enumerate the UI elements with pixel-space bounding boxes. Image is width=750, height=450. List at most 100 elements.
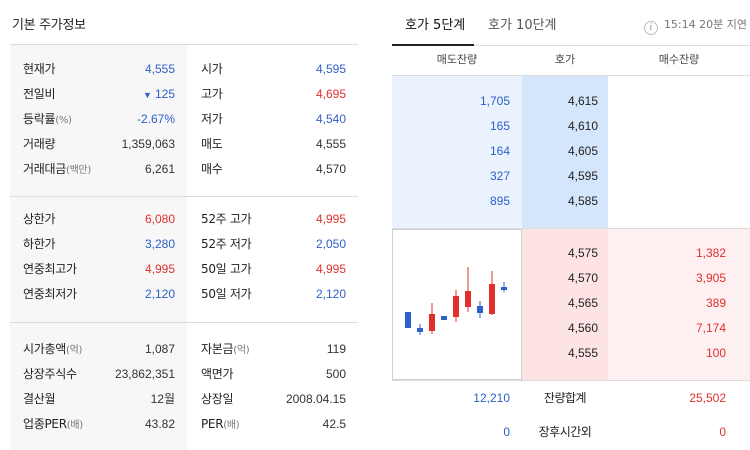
bid-price[interactable]: 4,560: [567, 321, 598, 335]
info-row: PER(배) 42.5: [187, 412, 358, 437]
ask-price[interactable]: 4,585: [567, 194, 598, 208]
info-value: 1,087: [144, 342, 175, 356]
range-col-right: 52주 고가 4,995 52주 저가 2,050 50일 고가 4,995 50일 저가 2…: [187, 197, 358, 322]
ask-price[interactable]: 4,615: [567, 94, 598, 108]
info-label: 거래량: [23, 137, 56, 151]
info-row: 결산월 12월: [10, 387, 187, 412]
info-icon[interactable]: i: [643, 21, 658, 35]
info-value: 1,359,063: [121, 137, 175, 151]
ask-price[interactable]: 4,605: [567, 144, 598, 158]
info-label: 저가: [201, 112, 223, 126]
basic-stock-info-panel: 기본 주가정보 현재가 4,555 전일비 ▼ 125 등락률(%) -2.67% 거래량 1,…: [0, 0, 358, 450]
info-label: 액면가: [201, 367, 234, 381]
info-label: 매도: [201, 137, 223, 151]
info-value: 4,555: [144, 62, 175, 76]
company-col-right: 자본금(억) 119 액면가 500 상장일 2008.04.15 PER(배) 42.5: [187, 323, 358, 450]
price-section: 현재가 4,555 전일비 ▼ 125 등락률(%) -2.67% 거래량 1,359,063 거…: [10, 44, 358, 196]
bid-price[interactable]: 4,565: [567, 296, 598, 310]
candle: [429, 314, 435, 331]
info-row: 액면가 500: [187, 362, 358, 387]
info-row: 연중최고가 4,995: [10, 257, 187, 282]
info-label: 등락률(%): [23, 112, 72, 126]
candle: [489, 284, 495, 314]
info-row: 52주 고가 4,995: [187, 207, 358, 232]
info-label: 50일 고가: [201, 262, 252, 276]
header-price: 호가: [554, 53, 576, 66]
info-value: 2,120: [315, 287, 346, 301]
info-value: 4,995: [315, 262, 346, 276]
candle: [501, 287, 507, 290]
bid-price-area: [522, 228, 608, 380]
info-row: 상한가 6,080: [10, 207, 187, 232]
info-value: 500: [325, 367, 346, 381]
unit-label: (%): [55, 115, 72, 126]
after-hours-bid-qty: 0: [719, 425, 726, 439]
unit-label: (배): [66, 420, 83, 431]
info-label: 업종PER(배): [23, 417, 83, 431]
info-row: 연중최저가 2,120: [10, 282, 187, 307]
header-ask-qty: 매도잔량: [436, 53, 478, 66]
candle: [441, 316, 447, 320]
info-value: 119: [326, 342, 346, 356]
header-bid-qty: 매수잔량: [658, 53, 700, 66]
info-value: 4,995: [315, 212, 346, 226]
info-label: 고가: [201, 87, 223, 101]
info-label: 상한가: [23, 212, 56, 226]
ask-qty: 327: [489, 169, 510, 183]
info-label: 52주 고가: [201, 212, 252, 226]
info-value: 12월: [150, 392, 175, 406]
bid-qty-area: [608, 228, 750, 380]
info-label: 50일 저가: [201, 287, 252, 301]
info-value: 4,570: [315, 162, 346, 176]
info-label: 상장주식수: [23, 367, 77, 381]
range-col-left: 상한가 6,080 하한가 3,280 연중최고가 4,995 연중최저가 2,120: [10, 197, 187, 322]
info-label: 연중최고가: [23, 262, 77, 276]
info-value: 23,862,351: [114, 367, 175, 381]
tab-10-level[interactable]: 호가 10단계: [488, 18, 557, 33]
range-section: 상한가 6,080 하한가 3,280 연중최고가 4,995 연중최저가 2,120 52주…: [10, 196, 358, 322]
info-label: 시가총액(억): [23, 342, 83, 356]
ask-price-area: [522, 76, 608, 228]
down-arrow-icon: ▼: [143, 90, 152, 100]
info-value: 6,080: [144, 212, 175, 226]
info-value: -2.67%: [136, 112, 175, 126]
unit-label: (억): [233, 345, 250, 356]
info-row: 매도 4,555: [187, 132, 358, 157]
tab-5-level[interactable]: 호가 5단계: [405, 18, 466, 33]
order-book-panel: 호가 5단계 호가 10단계 i 15:14 20분 지연 매도잔량 호가 매수잔…: [392, 0, 750, 450]
info-row: 업종PER(배) 43.82: [10, 412, 187, 437]
panel-title: 기본 주가정보: [12, 18, 86, 33]
bid-price[interactable]: 4,575: [567, 246, 598, 260]
active-tab-indicator: [392, 44, 474, 46]
ask-price[interactable]: 4,610: [567, 119, 598, 133]
info-label: 하한가: [23, 237, 56, 251]
info-label: 현재가: [23, 62, 56, 76]
delay-text: 15:14 20분 지연: [663, 18, 747, 31]
info-value: 2,120: [144, 287, 175, 301]
candlestick-chart-icon: [405, 267, 507, 335]
info-label: 상장일: [201, 392, 234, 406]
info-label: PER(배): [201, 417, 240, 431]
info-row: 시가 4,595: [187, 57, 358, 82]
delay-notice: i 15:14 20분 지연: [643, 16, 747, 35]
bid-price[interactable]: 4,555: [567, 346, 598, 360]
total-bid-qty: 25,502: [689, 391, 726, 405]
info-label: 연중최저가: [23, 287, 77, 301]
info-value: 4,995: [144, 262, 175, 276]
info-value: 3,280: [144, 237, 175, 251]
candle: [477, 306, 483, 313]
company-section: 시가총액(억) 1,087 상장주식수 23,862,351 결산월 12월 업종PER(배…: [10, 322, 358, 450]
bid-qty: 389: [705, 296, 726, 310]
info-row: 시가총액(억) 1,087: [10, 337, 187, 362]
info-row: 거래대금(백만) 6,261: [10, 157, 187, 182]
ask-price[interactable]: 4,595: [567, 169, 598, 183]
total-remaining-label: 잔량합계: [543, 391, 587, 405]
info-row: 자본금(억) 119: [187, 337, 358, 362]
info-row: 고가 4,695: [187, 82, 358, 107]
order-book-tabs: 호가 5단계 호가 10단계 i 15:14 20분 지연: [392, 0, 750, 46]
company-col-left: 시가총액(억) 1,087 상장주식수 23,862,351 결산월 12월 업종PER(배…: [10, 323, 187, 450]
info-row: 매수 4,570: [187, 157, 358, 182]
info-value: ▼ 125: [143, 87, 175, 101]
info-row: 상장일 2008.04.15: [187, 387, 358, 412]
bid-price[interactable]: 4,570: [567, 271, 598, 285]
